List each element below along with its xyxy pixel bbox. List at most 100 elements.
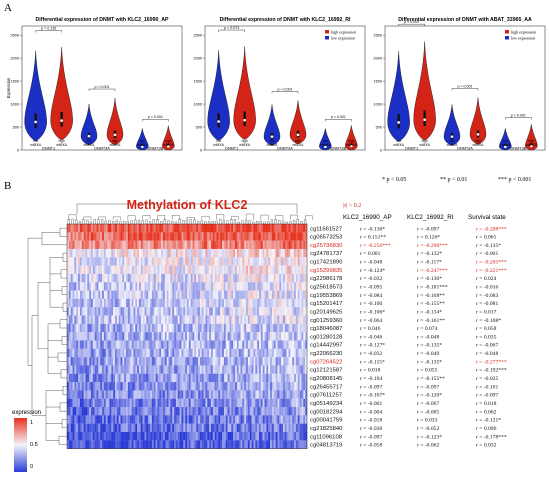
heatmap-cell [199, 240, 202, 250]
heatmap-cell [244, 398, 247, 408]
heatmap-cell [266, 365, 269, 374]
heatmap-cell [188, 232, 191, 241]
heatmap-cell [194, 232, 197, 241]
heatmap-cell [146, 440, 149, 449]
heatmap-cell [209, 415, 212, 424]
column-dendrogram-root [76, 200, 298, 214]
heatmap-cell [196, 340, 199, 349]
heatmap-cell [155, 423, 158, 433]
heatmap-cell [214, 357, 217, 366]
violin-median [397, 121, 400, 124]
heatmap-cell [255, 348, 258, 358]
heatmap-cell [233, 340, 236, 349]
heatmap-cell [81, 373, 84, 383]
violin-median [243, 118, 246, 122]
heatmap-cell [81, 282, 84, 291]
heatmap-cell [214, 232, 217, 241]
heatmap-cell [124, 357, 127, 366]
pvalue-label: p < 0.001 [148, 115, 163, 119]
heatmap-cell [168, 348, 171, 358]
heatmap-cell [102, 240, 105, 250]
heatmap-cell [305, 423, 308, 433]
heatmap-cell [220, 415, 223, 424]
heatmap-cell [284, 348, 287, 358]
heatmap-cell [89, 440, 92, 449]
heatmap-cell [115, 357, 117, 366]
heatmap-cell [91, 257, 93, 266]
heatmap-cell [257, 440, 260, 449]
heatmap-cell [89, 290, 92, 299]
heatmap-cell [194, 282, 197, 291]
heatmap-cell [174, 407, 177, 416]
heatmap-cell [68, 357, 71, 366]
heatmap-cell [257, 298, 260, 308]
heatmap-cell [199, 248, 202, 258]
heatmap-cell [79, 332, 82, 341]
heatmap-cell [81, 323, 84, 333]
heatmap-cell [79, 373, 82, 383]
legend-label: high expression [511, 29, 536, 34]
heatmap-cell [96, 365, 99, 374]
heatmap-cell [83, 248, 86, 258]
heatmap-cell [205, 440, 208, 449]
heatmap-cell [89, 273, 92, 283]
heatmap-cell [102, 224, 105, 233]
heatmap-cell [67, 248, 69, 258]
heatmap-cell [294, 298, 297, 308]
heatmap-cell [194, 307, 197, 316]
heatmap-cell [231, 332, 234, 341]
heatmap-cell [81, 357, 84, 366]
heatmap-cell [78, 332, 81, 341]
heatmap-cell [137, 282, 140, 291]
heatmap-cell [85, 282, 88, 291]
heatmap-cell [148, 440, 151, 449]
heatmap-cell [242, 248, 245, 258]
heatmap-cell [281, 348, 284, 358]
heatmap-cell [196, 440, 199, 449]
heatmap-cell [109, 240, 112, 250]
group-label: high [59, 139, 65, 143]
heatmap-cell [151, 423, 154, 433]
correlation-value: r = -0.192*** [476, 368, 507, 374]
heatmap-cell [212, 340, 215, 349]
heatmap-cell [201, 307, 204, 316]
heatmap-cell [179, 432, 182, 441]
heatmap-cell [76, 440, 79, 449]
heatmap-cell [151, 232, 154, 241]
heatmap-cell [131, 240, 134, 250]
correlation-value: r = -0.005 [417, 409, 439, 415]
group-label: low [270, 139, 275, 143]
heatmap-cell [183, 357, 186, 366]
heatmap-cell [94, 440, 97, 449]
correlation-value: r = -0.135* [417, 359, 442, 365]
heatmap-cell [96, 423, 99, 433]
heatmap-cell [67, 423, 69, 433]
correlation-value: r = -0.030 [360, 426, 382, 432]
heatmap-cell [273, 232, 276, 241]
heatmap-cell [109, 282, 112, 291]
heatmap-cell [140, 265, 143, 275]
heatmap-cell [266, 398, 269, 408]
heatmap-cell [199, 265, 202, 275]
heatmap-cell [179, 390, 182, 399]
heatmap-cell [270, 398, 273, 408]
heatmap-cell [85, 323, 88, 333]
heatmap-cell [187, 348, 189, 358]
heatmap-cell [259, 224, 261, 233]
heatmap-cell [161, 423, 164, 433]
heatmap-cell [133, 265, 136, 275]
heatmap-cell [115, 440, 117, 449]
heatmap-cell [220, 257, 223, 266]
heatmap-cell [262, 373, 265, 383]
heatmap-cell [216, 323, 219, 333]
heatmap-cell [266, 407, 269, 416]
heatmap-cell [133, 224, 136, 233]
heatmap-cell [137, 373, 140, 383]
heatmap-cell [127, 390, 130, 399]
heatmap-cell [251, 248, 254, 258]
heatmap-cell [68, 298, 71, 308]
heatmap-cell [203, 315, 206, 324]
heatmap-cell [172, 315, 175, 324]
heatmap-cell [166, 365, 169, 374]
